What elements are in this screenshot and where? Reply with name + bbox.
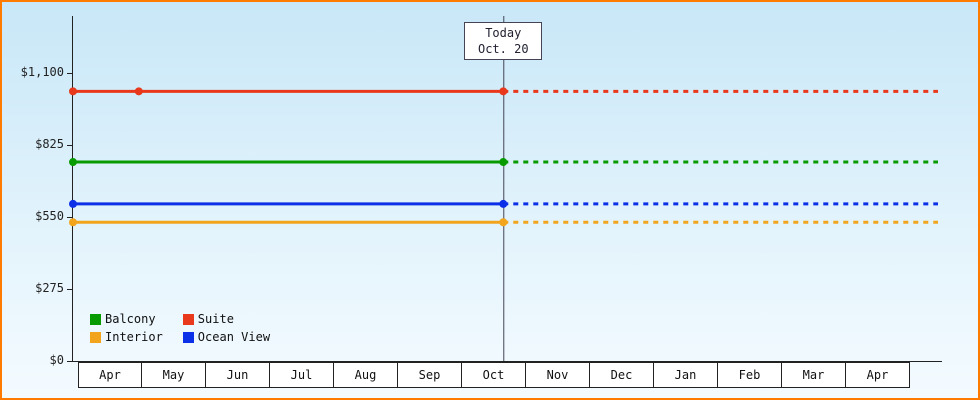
legend-swatch-balcony — [90, 313, 101, 325]
y-axis-tick-label: $275 — [35, 281, 64, 295]
legend-label: Interior — [105, 330, 163, 344]
series-marker-today-ocean-view — [499, 199, 508, 208]
y-axis-tick-label: $550 — [35, 209, 64, 223]
series-marker-today-interior — [499, 218, 508, 227]
series-marker-suite — [134, 87, 143, 96]
x-axis-month-cell: Sep — [398, 362, 462, 388]
today-annotation-title: Today — [485, 26, 522, 40]
x-axis-month-cell: Nov — [526, 362, 590, 388]
legend-label: Suite — [197, 312, 234, 326]
legend-label: Ocean View — [197, 330, 271, 344]
x-axis-month-cell: Oct — [462, 362, 526, 388]
series-marker-today-balcony — [499, 158, 508, 167]
y-axis-tick-label: $0 — [49, 353, 64, 367]
series-marker-today-suite — [499, 87, 508, 96]
series-marker-start-suite — [69, 87, 77, 96]
x-axis-month-row: Apr May Jun Jul Aug Sep Oct Nov Dec Jan Feb Mar Apr — [78, 362, 910, 388]
legend-swatch-suite — [182, 313, 194, 325]
x-axis-month-cell: Dec — [590, 362, 654, 388]
x-axis-month-cell: Jan — [654, 362, 718, 388]
legend-swatch-interior — [90, 331, 101, 343]
y-axis-tick-label: $825 — [35, 137, 64, 151]
x-axis-month-cell: Jul — [270, 362, 334, 388]
x-axis-month-cell: Apr — [846, 362, 910, 388]
x-axis-month-cell: Feb — [718, 362, 782, 388]
legend-item-interior: Interior — [90, 330, 163, 344]
x-axis-month-cell: Aug — [334, 362, 398, 388]
legend-item-balcony: Balcony — [90, 312, 163, 326]
legend-label: Balcony — [105, 312, 156, 326]
legend-item-suite: Suite — [182, 312, 270, 326]
x-axis-month-cell: Jun — [206, 362, 270, 388]
today-annotation: Today Oct. 20 — [464, 22, 543, 60]
x-axis-month-cell: Mar — [782, 362, 846, 388]
legend-item-ocean-view: Ocean View — [182, 330, 271, 344]
y-axis-tick-label: $1,100 — [20, 65, 64, 79]
legend-swatch-ocean-view — [182, 331, 194, 343]
chart-legend: Balcony Suite Interior Ocean View — [90, 312, 270, 344]
series-marker-start-ocean-view — [69, 199, 77, 208]
x-axis-month-cell: Apr — [78, 362, 142, 388]
today-annotation-date: Oct. 20 — [477, 42, 529, 56]
series-marker-start-balcony — [69, 158, 77, 167]
x-axis-month-cell: May — [142, 362, 206, 388]
series-marker-start-interior — [69, 218, 77, 227]
